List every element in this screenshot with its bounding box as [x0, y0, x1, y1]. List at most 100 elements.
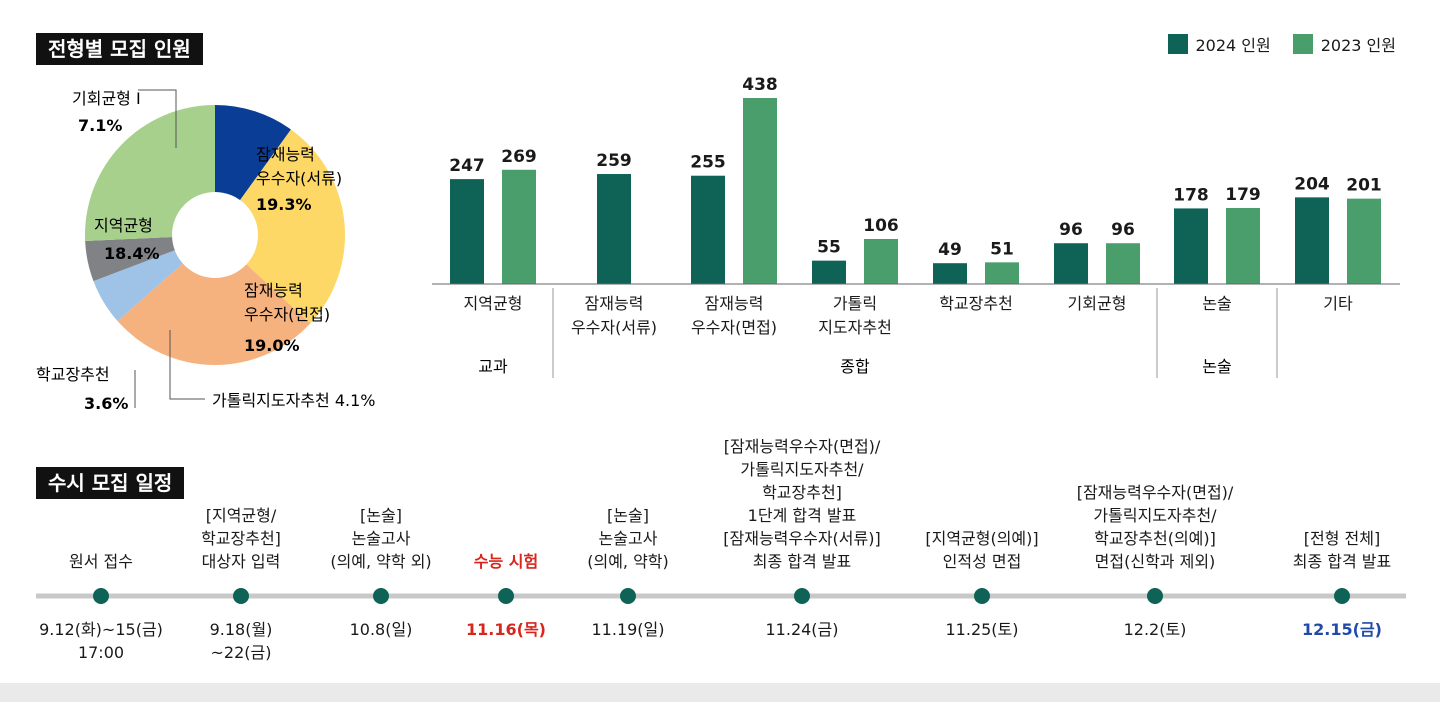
- timeline-dot-8: [1334, 588, 1350, 604]
- bar-value-2024-0: 247: [449, 156, 485, 176]
- bar-2024-6: [1174, 208, 1208, 284]
- timeline-dot-3: [498, 588, 514, 604]
- category-label-7-0: 기타: [1323, 294, 1353, 313]
- bar-value-2023-0: 269: [501, 147, 537, 167]
- bar-2023-3: [864, 238, 898, 284]
- schedule-event-date-8: 12.15(금): [1302, 620, 1382, 639]
- pie-label-myeonjeop-1: 잠재능력: [244, 281, 303, 300]
- pie-pct-gihoe: 7.1%: [78, 116, 122, 135]
- bar-2024-3: [812, 260, 846, 284]
- bar-2023-7: [1347, 198, 1381, 284]
- pie-label-hakgyo: 학교장추천: [36, 365, 110, 384]
- schedule-event-label-4: [논술] 논술고사 (의예, 약학): [587, 506, 669, 571]
- bar-value-2024-7: 204: [1294, 174, 1330, 194]
- bar-2023-4: [985, 262, 1019, 284]
- category-label-2-1: 우수자(면접): [691, 318, 777, 337]
- pie-pct-hakgyo: 3.6%: [84, 394, 128, 413]
- bar-2023-2: [743, 98, 777, 284]
- bottom-band: [0, 683, 1440, 702]
- legend-swatch-2024: [1167, 34, 1188, 54]
- schedule-event-label-0: 원서 접수: [69, 552, 133, 571]
- category-label-3-0: 가톨릭: [833, 294, 877, 313]
- bar-value-2023-7: 201: [1346, 176, 1382, 196]
- bar-2024-7: [1295, 197, 1329, 284]
- schedule-event-date-4: 11.19(일): [591, 620, 665, 639]
- legend-item-2023: 2023 인원: [1292, 32, 1396, 56]
- schedule-event-date-1: 9.18(월) ~22(금): [209, 620, 273, 662]
- bar-value-2023-2: 438: [742, 75, 778, 95]
- group-label-jonghap: 종합: [840, 357, 870, 376]
- pie-pct-seoryu: 19.3%: [256, 195, 312, 214]
- bar-value-2023-4: 51: [990, 239, 1014, 259]
- legend-label-2024: 2024 인원: [1195, 36, 1271, 55]
- bar-2023-5: [1106, 243, 1140, 284]
- category-label-1-0: 잠재능력: [585, 294, 644, 313]
- schedule-event-date-2: 10.8(일): [349, 620, 413, 639]
- category-label-3-1: 지도자추천: [818, 318, 892, 337]
- bar-value-2024-4: 49: [938, 240, 962, 260]
- schedule-event-label-3: 수능 시험: [473, 552, 539, 571]
- bar-value-2024-3: 55: [817, 238, 841, 258]
- bar-value-2023-6: 179: [1225, 185, 1261, 205]
- bar-2024-2: [691, 175, 725, 284]
- timeline-dot-0: [93, 588, 109, 604]
- bar-value-2024-5: 96: [1059, 220, 1083, 240]
- pie-label-jiyeok: 지역균형: [94, 216, 153, 235]
- schedule-section-title: 수시 모집 일정: [36, 467, 185, 499]
- bar-2024-5: [1054, 243, 1088, 284]
- bar-2024-4: [933, 263, 967, 284]
- pie-label-gihoe: 기회균형 I: [72, 89, 141, 108]
- schedule-event-label-7: [잠재능력우수자(면접)/ 가톨릭지도자추천/ 학교장추천(의예)] 면접(신학…: [1076, 483, 1234, 571]
- schedule-event-label-5: [잠재능력우수자(면접)/ 가톨릭지도자추천/ 학교장추천] 1단계 합격 발표…: [723, 437, 881, 571]
- pie-pct-jiyeok: 18.4%: [104, 244, 160, 263]
- schedule-event-label-2: [논술] 논술고사 (의예, 약학 외): [330, 506, 432, 571]
- category-label-0-0: 지역균형: [464, 294, 523, 313]
- legend-item-2024: 2024 인원: [1167, 32, 1271, 56]
- timeline-dot-2: [373, 588, 389, 604]
- schedule-event-date-0: 9.12(화)~15(금) 17:00: [39, 620, 163, 662]
- schedule-event-date-3: 11.16(목): [466, 620, 546, 639]
- bar-value-2024-1: 259: [596, 151, 632, 171]
- timeline-dots: [93, 588, 1350, 604]
- timeline-dot-4: [620, 588, 636, 604]
- schedule-event-date-7: 12.2(토): [1123, 620, 1187, 639]
- pie-pct-myeonjeop: 19.0%: [244, 336, 300, 355]
- bar-2023-0: [502, 169, 536, 284]
- bar-chart: 247 269 지역균형 259 잠재능력우수자(서류) 255 438 잠재능력우수자(면접…: [449, 75, 1382, 337]
- group-label-nonsul: 논술: [1202, 357, 1231, 376]
- bar-2023-6: [1226, 207, 1260, 284]
- category-label-4-0: 학교장추천: [939, 294, 1013, 313]
- category-label-5-0: 기회균형: [1068, 294, 1127, 313]
- recruit-section-title: 전형별 모집 인원: [36, 33, 203, 65]
- donut-hole: [172, 192, 258, 278]
- timeline-dot-7: [1147, 588, 1163, 604]
- category-label-2-0: 잠재능력: [705, 294, 764, 313]
- timeline-dot-1: [233, 588, 249, 604]
- pie-slice-2: [117, 235, 311, 365]
- bar-2024-1: [597, 174, 631, 284]
- chart-legend: 2024 인원 2023 인원: [1167, 32, 1396, 56]
- bar-value-2023-5: 96: [1111, 220, 1135, 240]
- category-label-6-0: 논술: [1202, 294, 1231, 313]
- bar-value-2023-3: 106: [863, 216, 899, 236]
- pie-label-seoryu-1: 잠재능력: [256, 145, 315, 164]
- schedule-event-label-8: [전형 전체] 최종 합격 발표: [1292, 529, 1392, 571]
- timeline-dot-5: [794, 588, 810, 604]
- bar-2024-0: [450, 179, 484, 284]
- schedule-event-label-1: [지역균형/ 학교장추천] 대상자 입력: [201, 506, 281, 571]
- group-label-gyogwa: 교과: [478, 357, 508, 376]
- timeline-dot-6: [974, 588, 990, 604]
- schedule-event-date-6: 11.25(토): [945, 620, 1019, 639]
- leader-line-gihoe: [138, 89, 177, 148]
- bar-value-2024-6: 178: [1173, 185, 1209, 205]
- category-label-1-1: 우수자(서류): [571, 318, 657, 337]
- leader-line-catholic: [169, 330, 205, 400]
- pie-label-seoryu-2: 우수자(서류): [256, 169, 342, 188]
- pie-label-myeonjeop-2: 우수자(면접): [244, 305, 330, 324]
- pie-slice-1: [215, 129, 345, 324]
- bar-value-2024-2: 255: [690, 153, 726, 173]
- legend-swatch-2023: [1292, 34, 1313, 54]
- legend-label-2023: 2023 인원: [1320, 36, 1396, 55]
- pie-label-catholic: 가톨릭지도자추천 4.1%: [212, 391, 376, 410]
